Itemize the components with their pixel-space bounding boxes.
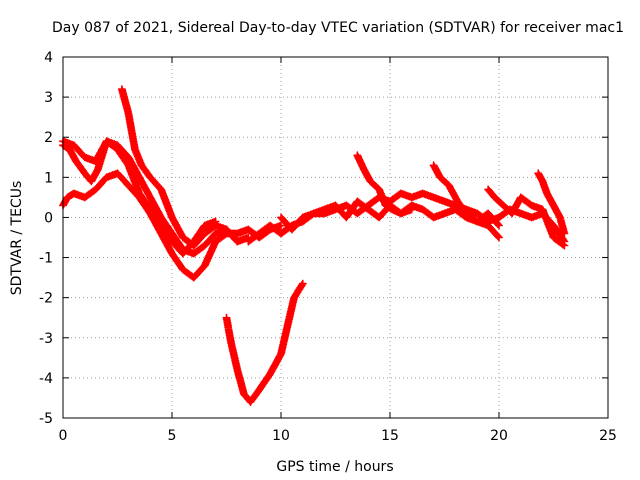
x-tick-label: 20 bbox=[490, 428, 508, 444]
y-tick-label: 0 bbox=[44, 210, 53, 226]
grid-lines bbox=[63, 57, 608, 418]
x-tick-label: 0 bbox=[59, 428, 68, 444]
y-tick-label: 2 bbox=[44, 130, 53, 146]
y-tick-label: -1 bbox=[39, 251, 53, 267]
series-track-10 bbox=[484, 185, 569, 250]
plot-frame bbox=[62, 56, 609, 419]
y-tick-label: -4 bbox=[39, 371, 53, 387]
y-tick-label: -3 bbox=[39, 331, 53, 347]
y-tick-label: -5 bbox=[39, 411, 53, 427]
x-axis-label: GPS time / hours bbox=[276, 459, 393, 475]
series-track-5 bbox=[222, 279, 307, 406]
data-series bbox=[59, 85, 569, 406]
x-tick-label: 15 bbox=[381, 428, 399, 444]
series-track-8 bbox=[353, 151, 416, 218]
y-tick-label: -2 bbox=[39, 291, 53, 307]
series-track-9 bbox=[429, 161, 503, 242]
series-track-4 bbox=[117, 85, 242, 250]
y-tick-label: 1 bbox=[44, 170, 53, 186]
y-tick-label: 4 bbox=[44, 50, 53, 66]
x-tick-label: 5 bbox=[168, 428, 177, 444]
y-axis-label: SDTVAR / TECUs bbox=[9, 181, 25, 296]
y-tick-label: 3 bbox=[44, 90, 53, 106]
chart-title: Day 087 of 2021, Sidereal Day-to-day VTE… bbox=[52, 20, 624, 36]
x-tick-label: 10 bbox=[272, 428, 290, 444]
series-track-11 bbox=[534, 169, 569, 238]
x-tick-label: 25 bbox=[599, 428, 617, 444]
